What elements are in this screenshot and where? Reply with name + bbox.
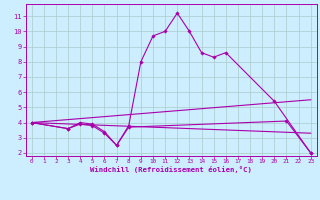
X-axis label: Windchill (Refroidissement éolien,°C): Windchill (Refroidissement éolien,°C) xyxy=(90,166,252,173)
